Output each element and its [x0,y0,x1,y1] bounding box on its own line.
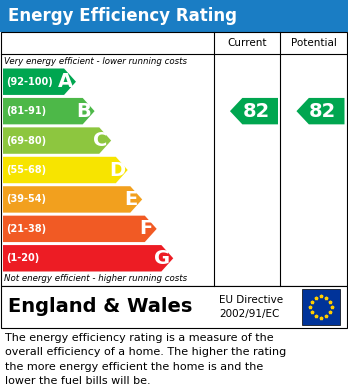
Text: Potential: Potential [291,38,337,48]
Text: (39-54): (39-54) [6,194,46,204]
Bar [0,0,348,32]
Polygon shape [3,216,157,242]
Polygon shape [3,98,95,124]
Text: England & Wales: England & Wales [8,298,192,316]
Text: C: C [93,131,108,150]
Text: E: E [125,190,138,209]
Text: B: B [76,102,91,121]
Polygon shape [3,245,173,271]
Polygon shape [3,157,128,183]
Text: EU Directive
2002/91/EC: EU Directive 2002/91/EC [219,295,283,319]
Text: Very energy efficient - lower running costs: Very energy efficient - lower running co… [4,57,187,66]
Text: (1-20): (1-20) [6,253,39,263]
Text: 82: 82 [243,102,270,121]
Bar [1,286,347,328]
Bar [302,289,340,325]
Text: The energy efficiency rating is a measure of the
overall efficiency of a home. T: The energy efficiency rating is a measur… [5,333,286,386]
Text: (92-100): (92-100) [6,77,53,87]
Text: (21-38): (21-38) [6,224,46,234]
Text: Current: Current [227,38,267,48]
Polygon shape [3,68,76,95]
Polygon shape [3,127,111,154]
Text: G: G [154,249,171,268]
Text: Energy Efficiency Rating: Energy Efficiency Rating [8,7,237,25]
Text: 82: 82 [309,102,337,121]
Text: A: A [57,72,73,91]
Polygon shape [230,98,278,124]
Text: Not energy efficient - higher running costs: Not energy efficient - higher running co… [4,274,187,283]
Text: F: F [139,219,152,239]
Text: (69-80): (69-80) [6,136,46,145]
Bar [1,32,347,286]
Text: (81-91): (81-91) [6,106,46,116]
Polygon shape [296,98,345,124]
Text: (55-68): (55-68) [6,165,46,175]
Text: D: D [109,160,125,179]
Polygon shape [3,186,142,213]
